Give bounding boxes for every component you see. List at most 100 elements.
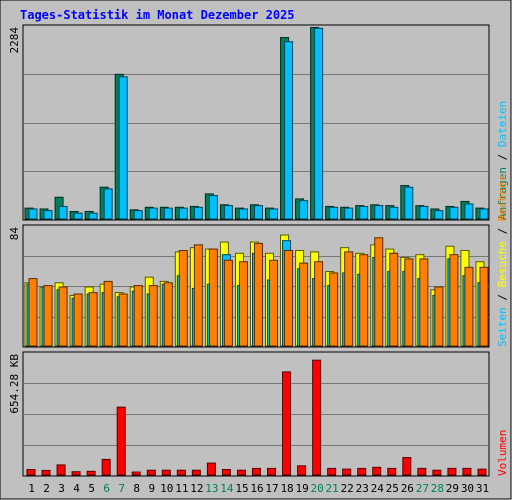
day-label: 5 — [88, 482, 95, 495]
bar-dateien-21 — [329, 206, 339, 220]
bar-rechner-12 — [193, 244, 203, 347]
day-label: 24 — [371, 482, 385, 495]
bar-volumen-12 — [191, 469, 201, 476]
bar-dateien-26 — [404, 186, 414, 220]
day-label: 20 — [311, 482, 324, 495]
bar-volumen-9 — [146, 469, 156, 476]
bar-rechner-7 — [118, 293, 128, 347]
legend-anfragen: Anfragen — [496, 167, 509, 220]
bar-volumen-26 — [402, 457, 412, 476]
day-label: 6 — [103, 482, 110, 495]
day-label: 22 — [341, 482, 354, 495]
bar-volumen-23 — [357, 467, 367, 476]
bar-volumen-19 — [297, 465, 307, 476]
bar-dateien-5 — [88, 212, 98, 220]
bar-dateien-11 — [178, 207, 188, 220]
day-label: 25 — [386, 482, 399, 495]
bar-volumen-10 — [161, 469, 171, 476]
bar-rechner-10 — [163, 282, 173, 347]
bar-rechner-23 — [359, 254, 369, 347]
day-label: 11 — [175, 482, 188, 495]
bar-rechner-6 — [103, 280, 113, 347]
y-max-label-pages-visits: 84 — [8, 227, 21, 241]
bar-dateien-23 — [359, 205, 369, 220]
legend-group-2: Volumen — [496, 430, 509, 476]
bar-dateien-12 — [193, 206, 203, 220]
bar-rechner-13 — [208, 248, 218, 347]
bar-dateien-20 — [314, 27, 324, 220]
bar-dateien-24 — [374, 205, 384, 220]
bar-dateien-2 — [43, 210, 53, 220]
legend-rechner: Rechner — [496, 174, 509, 221]
bar-rechner-30 — [464, 266, 474, 347]
bar-dateien-29 — [449, 206, 459, 220]
bar-dateien-30 — [464, 203, 474, 220]
bar-rechner-5 — [88, 292, 98, 347]
day-label: 18 — [280, 482, 293, 495]
bar-dateien-3 — [58, 205, 68, 220]
bar-volumen-15 — [236, 469, 246, 476]
bar-rechner-21 — [329, 272, 339, 347]
legend-besuche: Besuche — [496, 241, 509, 287]
bar-volumen-3 — [56, 464, 66, 476]
bar-dateien-6 — [103, 188, 113, 220]
day-label: 26 — [401, 482, 414, 495]
bar-dateien-1 — [28, 208, 38, 220]
bar-rechner-8 — [133, 285, 143, 347]
bar-rechner-1 — [28, 278, 38, 347]
bar-volumen-28 — [432, 469, 442, 476]
bar-rechner-4 — [73, 293, 83, 347]
bar-rechner-27 — [419, 258, 429, 347]
bar-dateien-18 — [284, 41, 294, 220]
bar-rechner-31 — [479, 266, 489, 347]
bar-dateien-15 — [238, 208, 248, 220]
bar-rechner-16 — [253, 242, 263, 347]
y-max-label-volume: 654.28 KB — [8, 354, 21, 414]
chart-title: Tages-Statistik im Monat Dezember 2025 — [20, 8, 295, 22]
bar-volumen-30 — [462, 467, 472, 476]
bar-dateien-13 — [208, 195, 218, 220]
day-label: 17 — [265, 482, 278, 495]
bar-rechner-19 — [299, 262, 309, 347]
bar-volumen-5 — [86, 470, 96, 476]
day-label: 13 — [205, 482, 218, 495]
bar-volumen-13 — [206, 462, 216, 476]
panel-hits-files — [22, 24, 490, 221]
day-label: 12 — [190, 482, 203, 495]
bar-rechner-20 — [314, 261, 324, 347]
bar-dateien-9 — [148, 207, 158, 220]
bar-volumen-4 — [71, 471, 81, 476]
day-label: 2 — [43, 482, 50, 495]
bar-rechner-24 — [374, 237, 384, 347]
legend-group-1: Seiten / Besuche / Rechner — [496, 174, 509, 347]
bar-dateien-19 — [299, 200, 309, 220]
bar-volumen-27 — [417, 467, 427, 476]
bar-rechner-17 — [269, 259, 279, 347]
day-label: 19 — [295, 482, 308, 495]
bar-dateien-10 — [163, 207, 173, 220]
bar-rechner-28 — [434, 286, 444, 347]
legend-seiten: Seiten — [496, 307, 509, 347]
legend-volumen: Volumen — [496, 430, 509, 476]
bar-volumen-17 — [267, 467, 277, 476]
bar-dateien-28 — [434, 210, 444, 220]
day-label: 31 — [476, 482, 489, 495]
legend-group-0: Anfragen / Dateien — [496, 101, 509, 220]
day-label: 15 — [235, 482, 248, 495]
bar-volumen-18 — [282, 371, 292, 476]
bar-volumen-24 — [372, 466, 382, 476]
day-label: 21 — [326, 482, 339, 495]
bar-volumen-25 — [387, 467, 397, 476]
day-label: 7 — [118, 482, 125, 495]
day-label: 10 — [160, 482, 173, 495]
bar-rechner-3 — [58, 286, 68, 347]
bar-rechner-25 — [389, 252, 399, 347]
bar-rechner-15 — [238, 261, 248, 347]
day-label: 27 — [416, 482, 429, 495]
day-label: 4 — [73, 482, 80, 495]
bar-volumen-20 — [312, 359, 322, 476]
bar-volumen-16 — [251, 467, 261, 476]
day-label: 29 — [446, 482, 459, 495]
bar-rechner-2 — [43, 285, 53, 347]
